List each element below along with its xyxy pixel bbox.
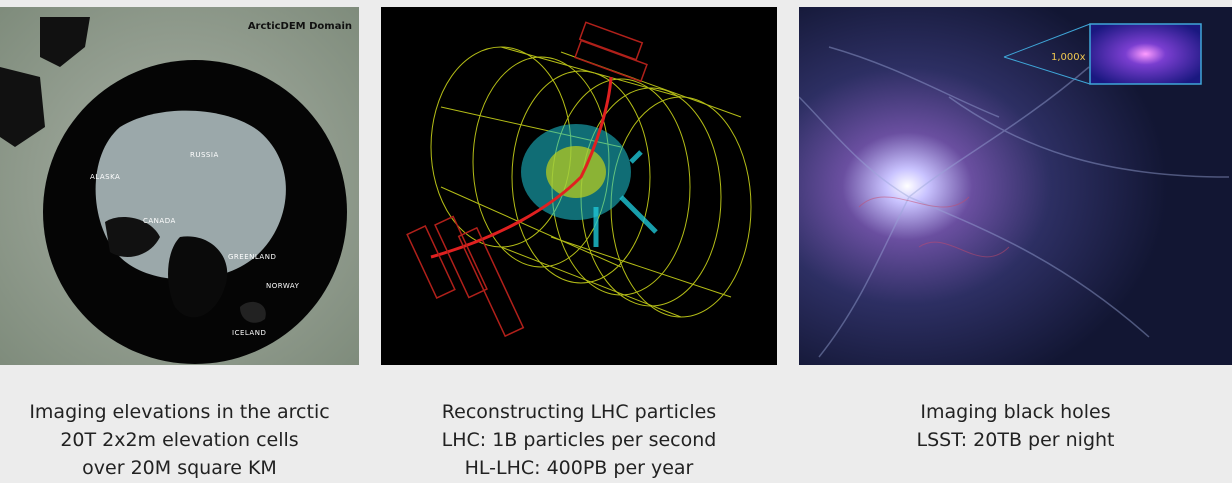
caption-line: HL-LHC: 400PB per year	[464, 457, 694, 479]
lhc-detector-image	[381, 7, 777, 365]
caption-lhc: Reconstructing LHC particles LHC: 1B par…	[381, 398, 777, 482]
cosmic-web-image: 1,000x	[799, 7, 1232, 365]
map-title: ArcticDEM Domain	[248, 21, 352, 32]
map-label-norway: NORWAY	[266, 282, 300, 290]
caption-line: 20T 2x2m elevation cells	[60, 429, 299, 451]
map-label-alaska: ALASKA	[90, 173, 120, 181]
caption-line: LHC: 1B particles per second	[441, 429, 717, 451]
map-label-iceland: ICELAND	[232, 329, 266, 337]
arctic-map-image: ArcticDEM Domain RUSSIA ALASKA CANADA GR…	[0, 7, 359, 365]
caption-arctic: Imaging elevations in the arctic 20T 2x2…	[0, 398, 359, 482]
map-label-russia: RUSSIA	[190, 151, 219, 159]
caption-line: over 20M square KM	[82, 457, 277, 479]
caption-line: Imaging black holes	[920, 401, 1111, 423]
zoom-label: 1,000x	[1051, 52, 1086, 63]
caption-black-holes: Imaging black holes LSST: 20TB per night	[799, 398, 1232, 454]
caption-line: Reconstructing LHC particles	[441, 401, 717, 423]
caption-line: LSST: 20TB per night	[916, 429, 1115, 451]
map-label-greenland: GREENLAND	[228, 253, 276, 261]
caption-line: Imaging elevations in the arctic	[29, 401, 330, 423]
map-label-canada: CANADA	[143, 217, 176, 225]
